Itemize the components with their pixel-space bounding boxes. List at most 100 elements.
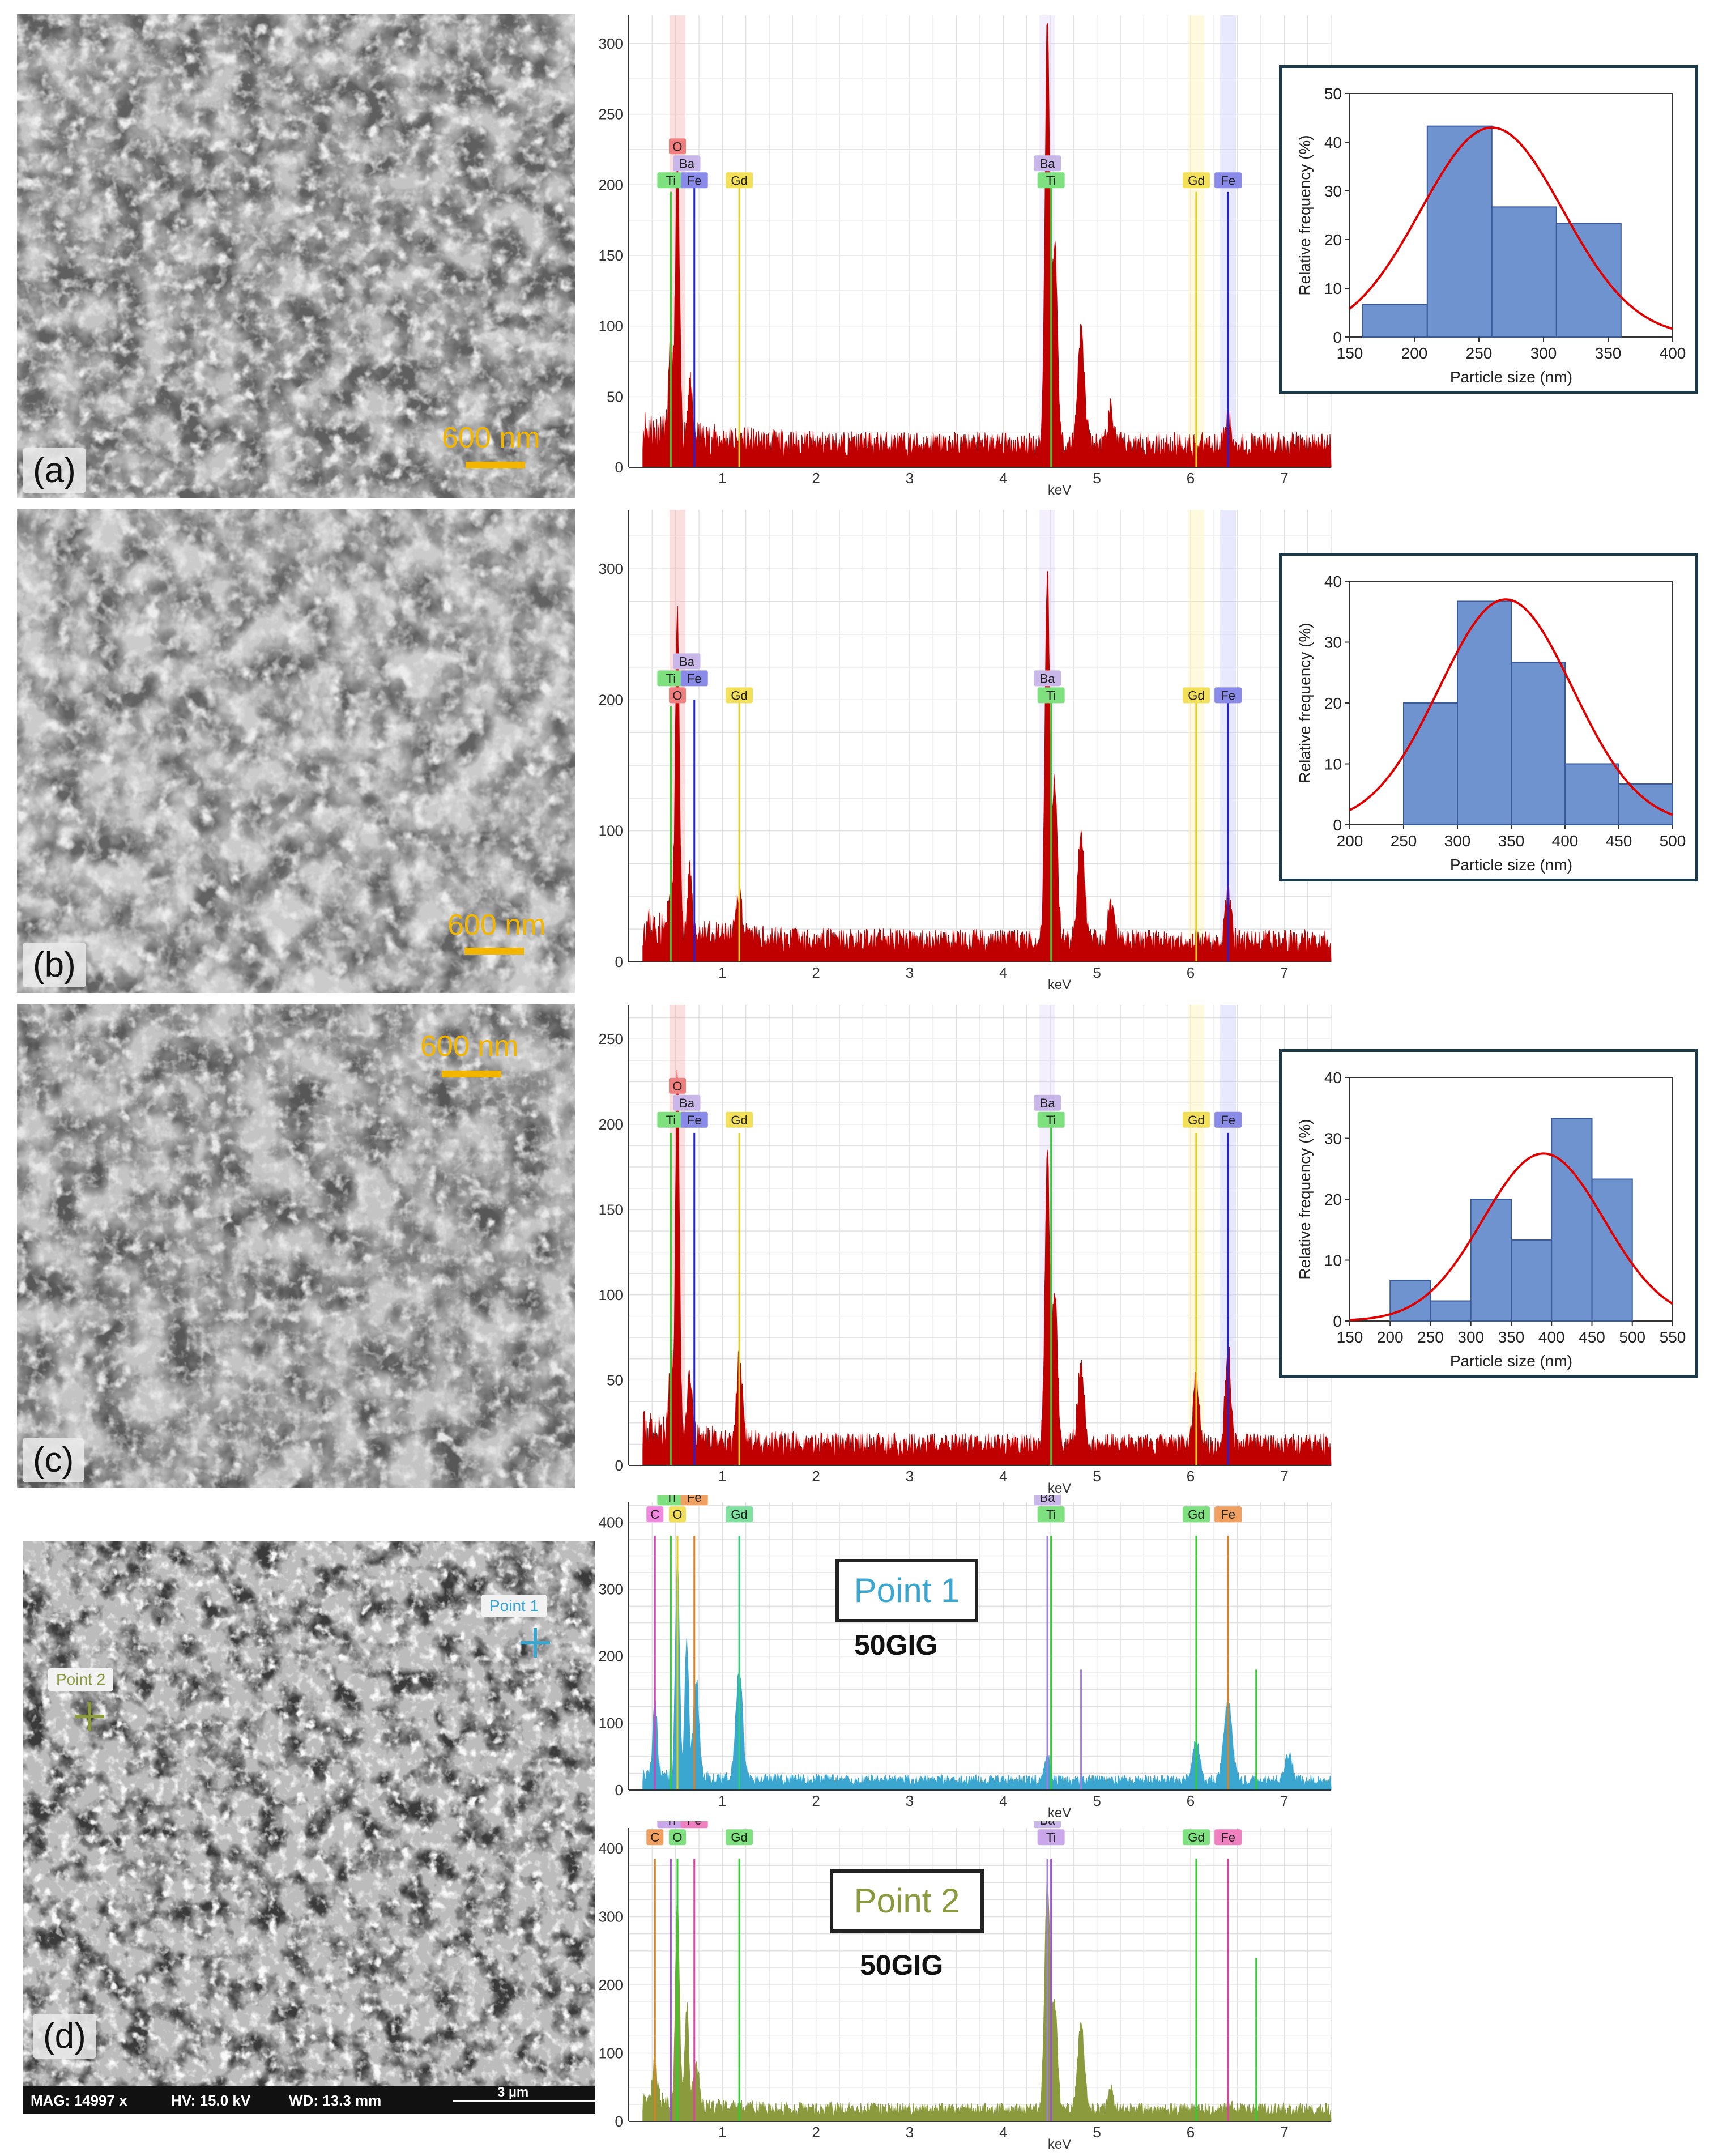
- x-tick-label: 1: [718, 1468, 726, 1485]
- element-tag-box: [673, 653, 701, 670]
- element-tag-box: [726, 1111, 753, 1128]
- y-tick-label: 100: [599, 1286, 623, 1303]
- element-tag-box: [668, 1829, 686, 1846]
- element-tag-box: [657, 1495, 685, 1506]
- element-tag-box: [1214, 1506, 1242, 1523]
- element-tag-box: [668, 1077, 686, 1094]
- x-axis-label: keV: [1048, 1481, 1071, 1494]
- y-tick-label: 10: [1324, 280, 1342, 297]
- x-tick-label: 1: [718, 1792, 726, 1809]
- y-tick-label: 200: [599, 176, 623, 193]
- y-tick-label: 0: [615, 2113, 623, 2130]
- histogram-bar: [1511, 661, 1566, 825]
- y-tick-label: 0: [1333, 1313, 1342, 1330]
- x-tick-label: 7: [1280, 470, 1288, 487]
- y-tick-label: 200: [599, 1976, 623, 1993]
- y-tick-label: 400: [599, 1840, 623, 1857]
- x-tick-label: 5: [1093, 1792, 1101, 1809]
- x-tick-label: 500: [1619, 1328, 1645, 1346]
- x-tick-label: 2: [812, 470, 820, 487]
- element-tag-label: Fe: [1221, 1507, 1235, 1522]
- element-tag-box: [1034, 1495, 1061, 1506]
- x-tick-label: 3: [906, 470, 914, 487]
- point2-marker-label: Point 2: [48, 1668, 114, 1691]
- x-tick-label: 250: [1417, 1328, 1444, 1346]
- x-tick-label: 7: [1280, 1792, 1288, 1809]
- x-tick-label: 6: [1187, 1792, 1195, 1809]
- histogram-a: 150 200 250 300 350 400 0 10 20 30 40 50 Particle si…: [1279, 65, 1698, 394]
- y-tick-label: 100: [599, 2045, 623, 2062]
- x-tick-label: 3: [906, 1792, 914, 1809]
- x-tick-label: 3: [906, 964, 914, 981]
- element-tag-box: [1037, 1506, 1065, 1523]
- element-tag-box: [680, 1821, 708, 1829]
- magnification: MAG: 14997 x: [31, 2092, 127, 2109]
- x-tick-label: 3: [906, 2124, 914, 2141]
- x-tick-label: 4: [999, 964, 1007, 981]
- x-tick-label: 7: [1280, 964, 1288, 981]
- histogram-bar: [1426, 125, 1493, 338]
- scale-bar-label: 600 nm: [447, 909, 546, 941]
- y-tick-label: 50: [607, 1371, 623, 1388]
- y-tick-label: 10: [1324, 756, 1342, 773]
- x-tick-label: 5: [1093, 2124, 1101, 2141]
- y-tick-label: 200: [599, 1116, 623, 1133]
- element-tag-label: C: [650, 1830, 659, 1844]
- element-tag-box: [1182, 687, 1210, 704]
- y-tick-label: 300: [599, 35, 623, 52]
- y-tick-label: 250: [599, 1030, 623, 1047]
- histogram-bar: [1457, 600, 1512, 825]
- x-tick-label: 1: [718, 470, 726, 487]
- histogram-bar: [1564, 763, 1619, 825]
- element-tag-label: Fe: [1221, 173, 1235, 188]
- element-tag-label: Fe: [687, 1113, 702, 1127]
- histogram-bar: [1362, 304, 1428, 338]
- element-tag-label: Ba: [679, 1096, 695, 1110]
- element-tag-label: Ti: [1046, 1113, 1056, 1127]
- x-axis-label: Particle size (nm): [1450, 856, 1572, 874]
- x-tick-label: 6: [1187, 2124, 1195, 2141]
- x-tick-label: 6: [1187, 964, 1195, 981]
- point1-title-box: Point 1: [835, 1559, 978, 1622]
- x-tick-label: 6: [1187, 470, 1195, 487]
- y-tick-label: 0: [615, 953, 623, 970]
- sem-status-bar: MAG: 14997 x HV: 15.0 kV WD: 13.3 mm 3 µ…: [23, 2085, 595, 2114]
- element-tag-box: [1034, 1094, 1061, 1111]
- element-tag-box: [1034, 670, 1061, 687]
- y-tick-label: 20: [1324, 231, 1342, 249]
- x-tick-label: 250: [1466, 344, 1493, 362]
- y-tick-label: 0: [615, 1457, 623, 1474]
- y-tick-label: 150: [599, 1201, 623, 1218]
- element-tag-label: Ti: [666, 1495, 676, 1505]
- x-tick-label: 4: [999, 1468, 1007, 1485]
- histogram-bar: [1618, 783, 1673, 826]
- x-tick-label: 400: [1538, 1328, 1565, 1346]
- x-tick-label: 5: [1093, 1468, 1101, 1485]
- element-tag-box: [680, 172, 708, 189]
- x-tick-label: 4: [999, 2124, 1007, 2141]
- element-tag-label: Ti: [666, 671, 676, 685]
- x-tick-label: 2: [812, 964, 820, 981]
- x-tick-label: 4: [999, 1792, 1007, 1809]
- x-tick-label: 7: [1280, 1468, 1288, 1485]
- element-tag-label: Fe: [687, 173, 702, 188]
- y-tick-label: 0: [1333, 329, 1342, 346]
- element-tag-label: Gd: [1188, 1507, 1204, 1522]
- y-tick-label: 30: [1324, 634, 1342, 651]
- element-tag-box: [1214, 1829, 1242, 1846]
- spectrum-fill: [642, 570, 1332, 962]
- element-tag-box: [1214, 687, 1242, 704]
- sem-texture-c: [17, 1004, 575, 1488]
- y-tick-label: 0: [615, 1782, 623, 1799]
- element-tag-label: C: [650, 1507, 659, 1522]
- element-tag-box: [646, 1829, 664, 1846]
- x-axis-label: Particle size (nm): [1450, 368, 1572, 386]
- element-tag-box: [726, 1506, 753, 1523]
- element-tag-label: Ti: [666, 1821, 676, 1827]
- sem-image-a: (a) 600 nm: [17, 14, 575, 498]
- histogram-bar: [1491, 206, 1557, 338]
- element-tag-label: Gd: [1188, 173, 1204, 188]
- x-tick-label: 7: [1280, 2124, 1288, 2141]
- sem-image-c: (c) 600 nm: [17, 1004, 575, 1488]
- y-tick-label: 100: [599, 1715, 623, 1732]
